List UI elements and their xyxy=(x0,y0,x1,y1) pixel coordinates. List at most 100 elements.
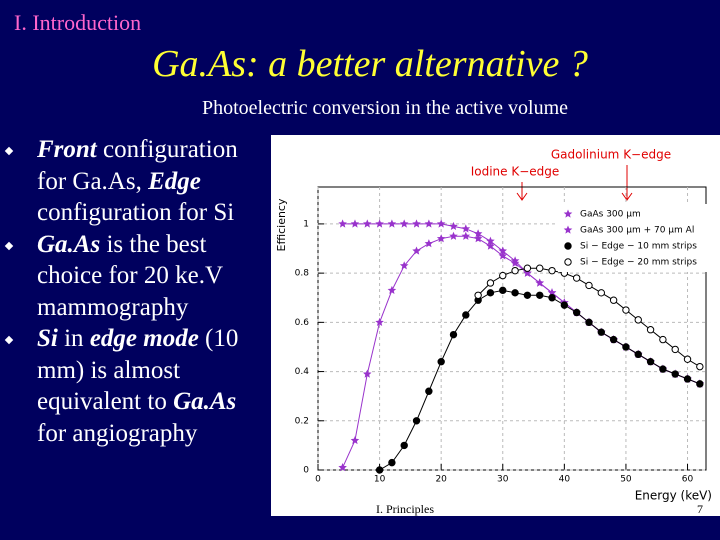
data-point xyxy=(498,251,507,260)
data-point xyxy=(338,463,347,472)
data-point xyxy=(683,375,692,383)
data-point xyxy=(425,387,433,395)
y-tick-label: 0.8 xyxy=(295,269,310,279)
data-point xyxy=(375,317,384,326)
text: (10 mm) is almost equivalent to xyxy=(37,325,239,415)
data-point xyxy=(338,219,347,228)
text: for angiography xyxy=(37,419,198,447)
data-point xyxy=(659,365,667,373)
slide-title: Ga.As: a better alternative ? xyxy=(152,43,588,85)
data-point xyxy=(412,417,421,425)
data-point xyxy=(499,286,507,295)
text: configuration for Ga.As, xyxy=(37,136,238,195)
legend-entry: GaAs 300 µm + 70 µm Al xyxy=(563,225,694,236)
data-point xyxy=(548,266,556,275)
data-point xyxy=(634,316,642,324)
data-point xyxy=(486,236,495,245)
annotation: Iodine K−edge xyxy=(471,165,560,179)
data-point xyxy=(671,345,679,354)
y-axis-label: Efficiency xyxy=(275,198,288,251)
data-point xyxy=(609,335,618,344)
data-point xyxy=(436,234,446,243)
data-point xyxy=(462,311,470,319)
legend-entry: Si − Edge − 20 mm strips xyxy=(564,258,697,268)
data-point xyxy=(486,241,495,250)
data-point xyxy=(375,466,384,474)
legend-label: GaAs 300 µm + 70 µm Al xyxy=(580,226,694,236)
data-point xyxy=(511,289,519,297)
emphasis: edge mode xyxy=(89,325,199,352)
data-point xyxy=(449,330,458,339)
x-tick-label: 20 xyxy=(435,475,447,485)
x-tick-label: 30 xyxy=(497,475,509,485)
data-point xyxy=(634,350,642,359)
data-point xyxy=(597,289,606,297)
footer-text: I. Principles xyxy=(376,502,434,516)
data-point xyxy=(510,258,520,267)
legend-marker xyxy=(564,242,572,250)
data-point xyxy=(350,436,360,445)
page-number: 7 xyxy=(697,502,703,516)
text: is the best choice for 20 ke.V mammograp… xyxy=(37,230,223,321)
data-point xyxy=(560,301,569,309)
data-point xyxy=(473,234,483,243)
data-point xyxy=(400,441,408,450)
data-point xyxy=(363,219,372,228)
x-tick-label: 0 xyxy=(315,475,321,485)
data-point xyxy=(536,291,544,299)
bullet: Si in edge mode (10 mm) is almost equiva… xyxy=(37,323,269,449)
data-point xyxy=(498,246,507,255)
legend-entry: GaAs 300 µm xyxy=(563,209,641,220)
annotation-arrow xyxy=(621,165,633,201)
legend-marker xyxy=(564,258,572,266)
data-point xyxy=(412,246,421,255)
text: in xyxy=(57,325,90,352)
slide-subtitle: Photoelectric conversion in the active v… xyxy=(202,97,568,119)
chart-background xyxy=(271,135,720,516)
data-point xyxy=(499,271,507,280)
legend-box xyxy=(558,204,718,272)
data-point xyxy=(474,291,482,299)
emphasis: Ga.As xyxy=(173,388,237,415)
data-point xyxy=(548,294,556,302)
data-point xyxy=(536,264,544,272)
emphasis: Ga.As xyxy=(37,230,101,258)
emphasis: Front xyxy=(37,136,97,163)
data-point xyxy=(399,219,409,228)
legend-entry: Si − Edge − 10 mm strips xyxy=(564,242,697,252)
legend-marker xyxy=(563,209,573,218)
annotation: Gadolinium K−edge xyxy=(551,148,671,162)
data-point xyxy=(585,281,593,290)
data-point xyxy=(671,370,679,378)
data-point xyxy=(461,224,471,233)
data-point xyxy=(523,268,532,277)
data-point xyxy=(585,318,593,327)
data-point xyxy=(436,219,446,228)
y-tick-label: 0.6 xyxy=(295,318,310,328)
data-point xyxy=(547,288,557,297)
data-point xyxy=(473,229,483,238)
bullet: Ga.As is the best choice for 20 ke.V mam… xyxy=(37,229,269,324)
x-tick-label: 50 xyxy=(620,475,632,485)
data-point xyxy=(597,328,606,336)
data-point xyxy=(572,274,581,282)
y-tick-label: 0.2 xyxy=(295,416,309,426)
data-point xyxy=(461,231,471,240)
data-point xyxy=(535,278,544,287)
data-point xyxy=(363,369,372,378)
data-point xyxy=(412,219,421,228)
data-point xyxy=(523,264,532,272)
data-point xyxy=(523,291,532,299)
data-point xyxy=(424,219,434,228)
legend-label: Si − Edge − 10 mm strips xyxy=(580,242,697,252)
data-point xyxy=(646,358,655,366)
emphasis: Edge xyxy=(148,167,201,195)
data-point xyxy=(437,358,445,366)
x-axis-label: Energy (keV) xyxy=(635,489,712,503)
data-point xyxy=(399,261,409,270)
data-point xyxy=(449,221,458,230)
data-point xyxy=(696,362,704,371)
emphasis: Si xyxy=(37,325,58,352)
